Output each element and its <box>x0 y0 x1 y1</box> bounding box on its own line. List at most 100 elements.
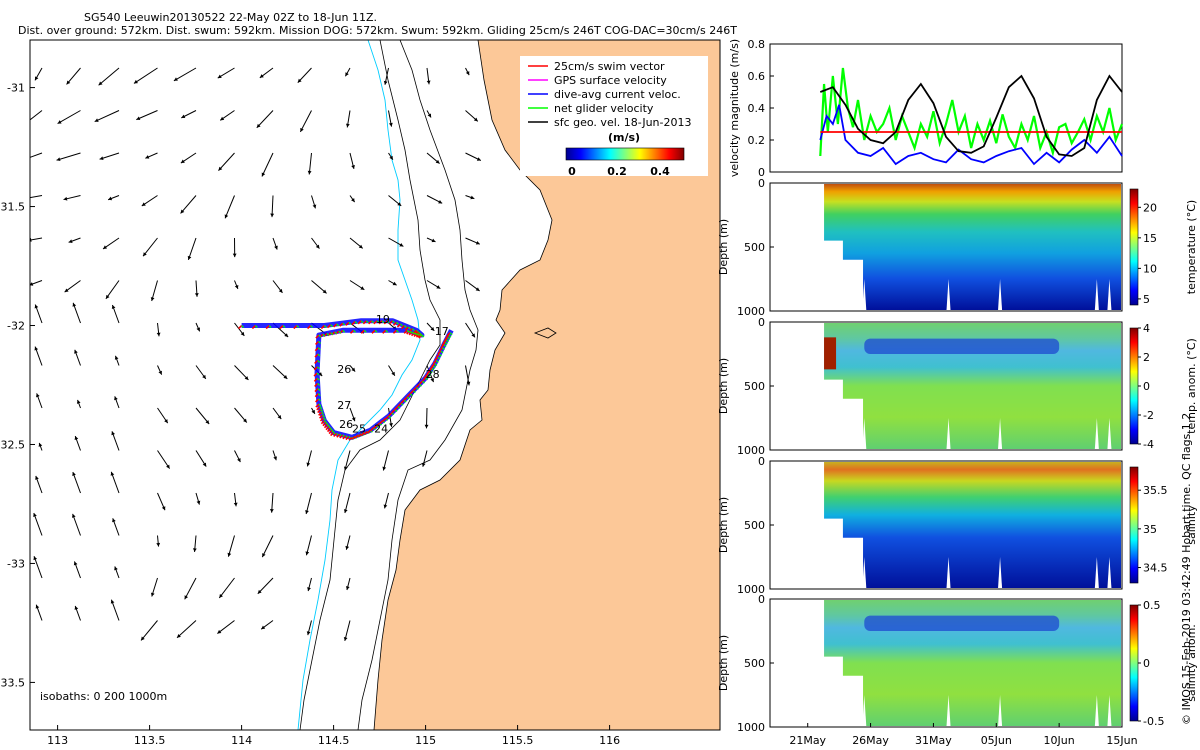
geo-vector-head <box>72 513 76 518</box>
geo-vector-head <box>68 239 73 243</box>
section-field <box>824 462 1121 588</box>
depth-tick-label: 1000 <box>737 583 765 596</box>
swim-vector <box>394 405 399 410</box>
section-panel: 0 500 1000 Depth (m) -4 -2 0 2 4 temp. anom. (°C) <box>717 316 1198 457</box>
geo-vector <box>98 67 120 86</box>
velocity-series-line <box>819 74 1123 157</box>
net-velocity-vector <box>421 334 425 338</box>
swim-vector <box>392 329 398 334</box>
swim-vector <box>318 414 324 419</box>
geo-vector-head <box>73 561 78 566</box>
swim-vector <box>442 339 448 344</box>
geo-vector-head <box>345 545 350 550</box>
swim-vector <box>415 383 421 388</box>
geo-vector <box>157 450 171 469</box>
map-y-tick-label: -31 <box>7 82 25 95</box>
section-panel: 0 500 1000 Depth (m) 34.5 35 35.5 salinity <box>717 455 1198 596</box>
figure-title-line2: Dist. over ground: 572km. Dist. swum: 59… <box>18 24 737 37</box>
legend-cbar-tick: 0.4 <box>650 165 670 178</box>
geo-vector-head <box>94 118 99 122</box>
time-tick-label: 31May <box>915 734 952 747</box>
geo-vector-head <box>111 305 116 309</box>
geo-vector-head <box>218 166 223 171</box>
swim-vector <box>345 321 350 326</box>
geo-vector <box>256 110 274 129</box>
geo-vector-head <box>436 285 441 289</box>
geo-vector-head <box>187 255 192 260</box>
map-y-tick-label: -33 <box>7 557 25 570</box>
swim-vector <box>333 432 338 437</box>
net-velocity-vector <box>409 393 413 397</box>
depth-axis-label: Depth (m) <box>717 497 730 553</box>
map-legend: 25cm/s swim vector GPS surface velocity … <box>520 56 708 178</box>
geo-vector <box>187 237 197 261</box>
swim-vector <box>325 426 330 431</box>
net-velocity-vector <box>386 320 390 324</box>
depth-axis-label: Depth (m) <box>717 635 730 691</box>
geo-vector-head <box>277 415 282 420</box>
swim-vector <box>323 424 329 429</box>
swim-vector <box>314 393 319 398</box>
anomaly-band <box>864 338 1060 354</box>
net-velocity-vector <box>411 328 415 332</box>
footer-note: © IMOS 15-Feb-2019 03:42:49 Hobart time.… <box>1180 413 1193 725</box>
isobath-200m <box>357 40 479 730</box>
swim-vector <box>314 347 319 352</box>
time-axis: 21May 26May 31May 05Jun 10Jun 15Jun <box>789 723 1138 747</box>
geo-vector-head <box>18 159 22 163</box>
net-velocity-vector <box>336 323 340 327</box>
swim-vector <box>409 389 414 395</box>
colorbar-tick-label: 2 <box>1143 351 1150 364</box>
net-velocity-vector <box>409 330 413 334</box>
colorbar-tick-label: -2 <box>1143 409 1154 422</box>
net-velocity-vector <box>404 325 407 328</box>
swim-vector <box>315 340 320 345</box>
net-velocity-vector <box>400 402 404 406</box>
geo-vector-head <box>273 456 277 461</box>
data-gap <box>862 695 867 726</box>
net-velocity-vector <box>434 363 438 367</box>
net-velocity-vector <box>296 325 300 328</box>
colorbar <box>1129 466 1139 584</box>
swim-vector <box>376 422 381 427</box>
geo-vector-head <box>360 286 365 290</box>
geo-vector-head <box>278 288 283 293</box>
colorbar-label: temperature (°C) <box>1185 200 1198 294</box>
geo-vector-head <box>306 462 311 467</box>
swim-vector <box>314 359 319 364</box>
svg-text:dive-avg current veloc.: dive-avg current veloc. <box>554 88 681 101</box>
geo-vector-head <box>64 288 69 293</box>
geo-vector-head <box>99 156 104 160</box>
geo-vector-head <box>150 297 155 301</box>
data-gap <box>1107 418 1112 449</box>
geo-vector-head <box>430 378 435 383</box>
depth-tick-label: 0 <box>758 455 765 468</box>
net-velocity-vector <box>429 370 433 374</box>
geo-vector-head <box>30 282 34 286</box>
geo-vector-head <box>57 120 62 124</box>
map-x-tick-label: 116 <box>599 734 620 747</box>
colorbar <box>1129 604 1139 722</box>
swim-vector <box>441 341 446 346</box>
geo-vector <box>110 471 120 494</box>
geo-vector-head <box>300 127 304 132</box>
swim-vector <box>314 382 319 387</box>
geo-vector-head <box>180 159 185 164</box>
legend-colorbar-title: (m/s) <box>608 131 640 144</box>
geo-vector-head <box>150 592 155 597</box>
geo-vector-head <box>257 589 262 594</box>
net-velocity-vector <box>348 321 352 325</box>
swim-vector <box>360 329 365 334</box>
swim-vector <box>313 377 318 382</box>
time-tick-label: 15Jun <box>1106 734 1137 747</box>
geo-vector-head <box>33 513 37 517</box>
geo-vector-head <box>470 195 475 200</box>
net-velocity-vector <box>446 339 449 343</box>
geo-vector-head <box>244 376 249 380</box>
geo-vector-head <box>192 548 197 552</box>
colorbar-label: salinity <box>1185 505 1198 545</box>
geo-vector-head <box>283 375 288 379</box>
swim-vector <box>339 322 344 327</box>
geo-vector-head <box>431 238 436 243</box>
svg-text:sfc geo. vel. 18-Jun-2013: sfc geo. vel. 18-Jun-2013 <box>554 116 691 129</box>
